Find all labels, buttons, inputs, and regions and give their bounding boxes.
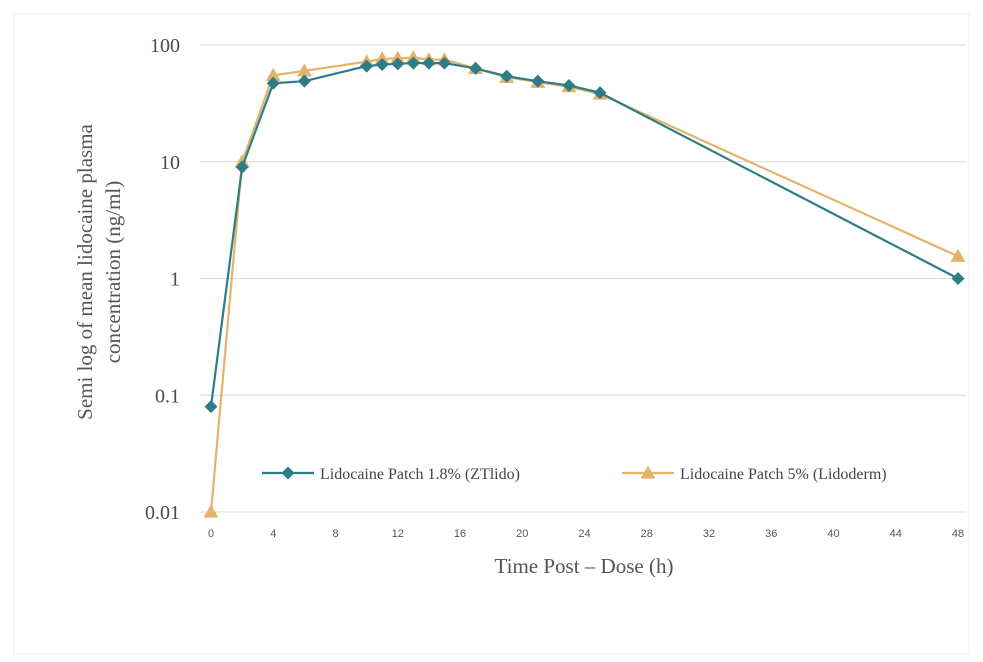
y-tick-label: 0.1: [155, 385, 180, 407]
x-tick-label: 0: [208, 528, 214, 540]
y-tick-label: 100: [150, 35, 180, 57]
legend-item: Lidocaine Patch 1.8% (ZTlido): [262, 466, 520, 483]
y-tick-labels: 0.01 0.1 1 10 100: [145, 35, 180, 524]
legend-marker: [281, 466, 295, 480]
data-point: [391, 57, 405, 71]
y-tick-label: 1: [170, 269, 180, 291]
x-tick-label: 20: [516, 528, 528, 540]
y-tick-label: 0.01: [145, 502, 180, 524]
data-point: [297, 74, 311, 88]
y-axis-title-line-2: concentration (ng/ml): [101, 181, 125, 364]
series-line: [209, 61, 959, 407]
legend-marker: [640, 465, 656, 479]
legend-label: Lidocaine Patch 1.8% (ZTlido): [320, 466, 520, 483]
data-point: [500, 69, 514, 83]
data-point: [203, 504, 219, 518]
x-tick-label: 8: [332, 528, 338, 540]
data-point: [235, 160, 249, 174]
data-point: [374, 51, 390, 65]
data-point: [593, 86, 607, 100]
data-point: [375, 58, 389, 72]
series-layer: [203, 50, 966, 518]
x-tick-label: 44: [890, 528, 902, 540]
gridlines: [200, 44, 966, 513]
y-axis-title-line-1: Semi log of mean lidocaine plasma: [73, 123, 97, 419]
data-point: [422, 56, 436, 70]
x-axis-title: Time Post – Dose (h): [495, 554, 674, 578]
x-tick-label: 4: [270, 528, 276, 540]
data-point: [531, 74, 545, 88]
data-point: [406, 56, 420, 70]
data-point: [562, 78, 576, 92]
y-tick-label: 10: [160, 152, 180, 174]
x-tick-label: 32: [703, 528, 715, 540]
chart-border: [13, 13, 970, 655]
data-point: [266, 76, 280, 90]
data-point: [204, 400, 218, 414]
x-tick-label: 40: [827, 528, 839, 540]
data-point: [469, 61, 483, 75]
x-tick-label: 16: [454, 528, 466, 540]
x-tick-label: 48: [952, 528, 964, 540]
legend-item: Lidocaine Patch 5% (Lidoderm): [622, 465, 887, 483]
series-ztlido: [204, 56, 965, 414]
data-point: [296, 63, 312, 77]
x-tick-label: 12: [392, 528, 404, 540]
y-axis-title: Semi log of mean lidocaine plasma concen…: [73, 123, 125, 419]
x-tick-labels: 0 4 8 12 16 20 24 28 32 36 40 44 48: [208, 528, 964, 540]
x-tick-label: 36: [765, 528, 777, 540]
data-point: [360, 59, 374, 73]
data-point: [950, 248, 966, 262]
x-tick-label: 28: [641, 528, 653, 540]
legend-label: Lidocaine Patch 5% (Lidoderm): [680, 466, 887, 483]
data-point: [437, 56, 451, 70]
x-tick-label: 24: [578, 528, 590, 540]
legend: Lidocaine Patch 1.8% (ZTlido) Lidocaine P…: [262, 465, 887, 483]
data-point: [265, 67, 281, 81]
data-point: [951, 272, 965, 285]
